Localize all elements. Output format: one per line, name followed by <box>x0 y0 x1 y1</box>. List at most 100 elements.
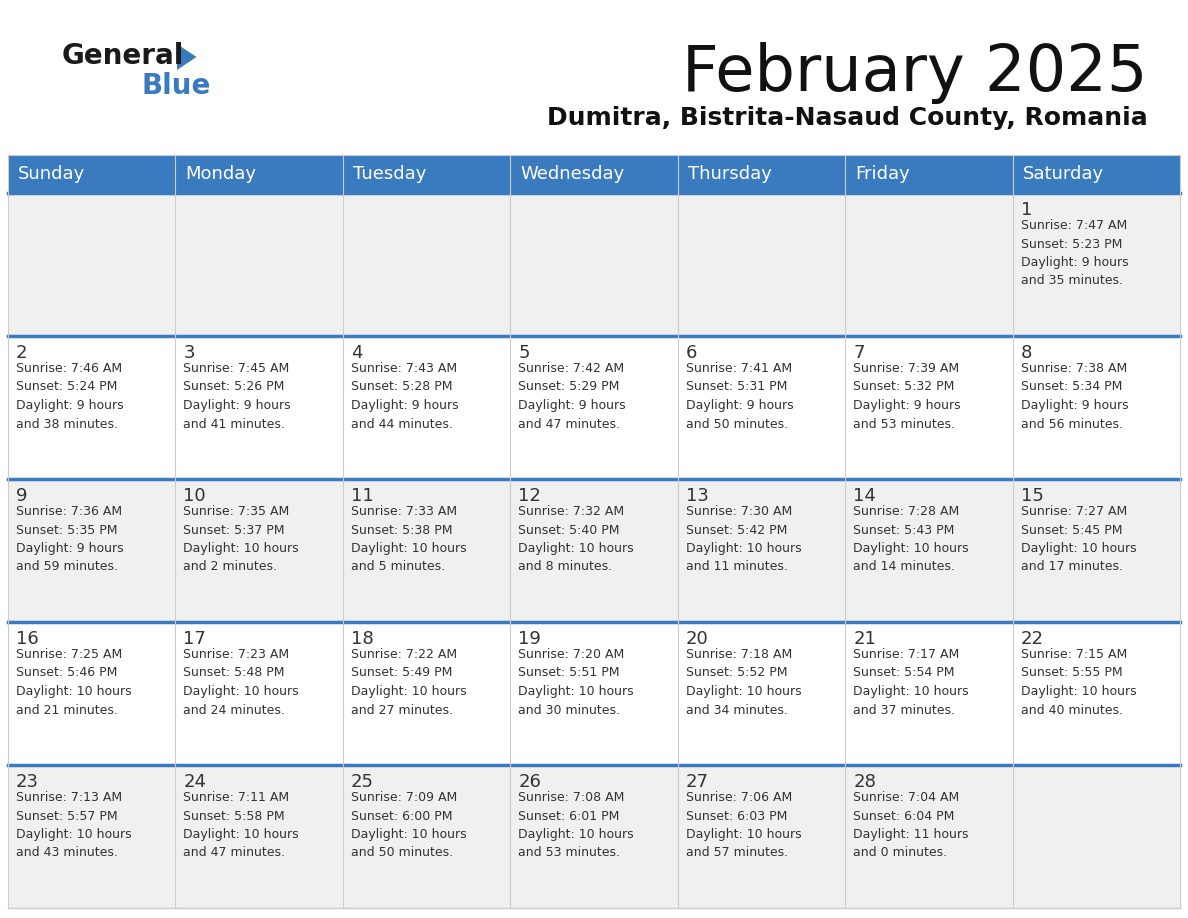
Text: February 2025: February 2025 <box>682 42 1148 104</box>
Text: Tuesday: Tuesday <box>353 165 426 183</box>
Polygon shape <box>177 44 196 70</box>
Bar <box>677 155 845 193</box>
Text: 21: 21 <box>853 630 876 648</box>
Text: Sunrise: 7:17 AM
Sunset: 5:54 PM
Daylight: 10 hours
and 37 minutes.: Sunrise: 7:17 AM Sunset: 5:54 PM Dayligh… <box>853 648 968 717</box>
Text: Sunrise: 7:42 AM
Sunset: 5:29 PM
Daylight: 9 hours
and 47 minutes.: Sunrise: 7:42 AM Sunset: 5:29 PM Dayligh… <box>518 362 626 431</box>
Text: Blue: Blue <box>143 72 211 100</box>
Text: 5: 5 <box>518 344 530 362</box>
Text: Sunrise: 7:08 AM
Sunset: 6:01 PM
Daylight: 10 hours
and 53 minutes.: Sunrise: 7:08 AM Sunset: 6:01 PM Dayligh… <box>518 791 634 859</box>
Text: Sunrise: 7:39 AM
Sunset: 5:32 PM
Daylight: 9 hours
and 53 minutes.: Sunrise: 7:39 AM Sunset: 5:32 PM Dayligh… <box>853 362 961 431</box>
Bar <box>1012 765 1180 908</box>
Bar <box>677 479 845 622</box>
Text: Thursday: Thursday <box>688 165 771 183</box>
Text: Sunrise: 7:27 AM
Sunset: 5:45 PM
Daylight: 10 hours
and 17 minutes.: Sunrise: 7:27 AM Sunset: 5:45 PM Dayligh… <box>1020 505 1136 574</box>
Text: Sunrise: 7:20 AM
Sunset: 5:51 PM
Daylight: 10 hours
and 30 minutes.: Sunrise: 7:20 AM Sunset: 5:51 PM Dayligh… <box>518 648 634 717</box>
Bar <box>511 155 677 193</box>
Text: Sunrise: 7:06 AM
Sunset: 6:03 PM
Daylight: 10 hours
and 57 minutes.: Sunrise: 7:06 AM Sunset: 6:03 PM Dayligh… <box>685 791 802 859</box>
Text: Sunrise: 7:35 AM
Sunset: 5:37 PM
Daylight: 10 hours
and 2 minutes.: Sunrise: 7:35 AM Sunset: 5:37 PM Dayligh… <box>183 505 299 574</box>
Bar <box>1012 336 1180 479</box>
Text: 1: 1 <box>1020 201 1032 219</box>
Text: Monday: Monday <box>185 165 257 183</box>
Text: General: General <box>62 42 184 70</box>
Text: Sunrise: 7:04 AM
Sunset: 6:04 PM
Daylight: 11 hours
and 0 minutes.: Sunrise: 7:04 AM Sunset: 6:04 PM Dayligh… <box>853 791 968 859</box>
Text: Sunrise: 7:22 AM
Sunset: 5:49 PM
Daylight: 10 hours
and 27 minutes.: Sunrise: 7:22 AM Sunset: 5:49 PM Dayligh… <box>350 648 467 717</box>
Text: Saturday: Saturday <box>1023 165 1104 183</box>
Text: 8: 8 <box>1020 344 1032 362</box>
Bar <box>176 765 343 908</box>
Bar <box>845 193 1012 336</box>
Bar <box>343 336 511 479</box>
Text: 15: 15 <box>1020 487 1043 505</box>
Text: 25: 25 <box>350 773 374 791</box>
Text: 17: 17 <box>183 630 207 648</box>
Bar <box>677 765 845 908</box>
Text: Sunrise: 7:13 AM
Sunset: 5:57 PM
Daylight: 10 hours
and 43 minutes.: Sunrise: 7:13 AM Sunset: 5:57 PM Dayligh… <box>15 791 132 859</box>
Bar <box>176 336 343 479</box>
Bar <box>176 155 343 193</box>
Text: 11: 11 <box>350 487 373 505</box>
Text: 4: 4 <box>350 344 362 362</box>
Bar <box>511 336 677 479</box>
Bar <box>1012 193 1180 336</box>
Bar <box>343 765 511 908</box>
Bar <box>511 622 677 765</box>
Text: Friday: Friday <box>855 165 910 183</box>
Text: Sunrise: 7:28 AM
Sunset: 5:43 PM
Daylight: 10 hours
and 14 minutes.: Sunrise: 7:28 AM Sunset: 5:43 PM Dayligh… <box>853 505 968 574</box>
Bar <box>677 193 845 336</box>
Bar <box>8 155 176 193</box>
Bar <box>1012 622 1180 765</box>
Text: Sunday: Sunday <box>18 165 86 183</box>
Bar <box>845 155 1012 193</box>
Text: Sunrise: 7:15 AM
Sunset: 5:55 PM
Daylight: 10 hours
and 40 minutes.: Sunrise: 7:15 AM Sunset: 5:55 PM Dayligh… <box>1020 648 1136 717</box>
Text: 7: 7 <box>853 344 865 362</box>
Text: Sunrise: 7:25 AM
Sunset: 5:46 PM
Daylight: 10 hours
and 21 minutes.: Sunrise: 7:25 AM Sunset: 5:46 PM Dayligh… <box>15 648 132 717</box>
Bar <box>343 155 511 193</box>
Text: 20: 20 <box>685 630 708 648</box>
Bar <box>343 622 511 765</box>
Text: Sunrise: 7:43 AM
Sunset: 5:28 PM
Daylight: 9 hours
and 44 minutes.: Sunrise: 7:43 AM Sunset: 5:28 PM Dayligh… <box>350 362 459 431</box>
Text: 27: 27 <box>685 773 709 791</box>
Text: 12: 12 <box>518 487 542 505</box>
Bar <box>677 336 845 479</box>
Text: 16: 16 <box>15 630 39 648</box>
Bar <box>511 193 677 336</box>
Text: 23: 23 <box>15 773 39 791</box>
Text: 26: 26 <box>518 773 542 791</box>
Text: 3: 3 <box>183 344 195 362</box>
Text: 10: 10 <box>183 487 206 505</box>
Bar <box>845 336 1012 479</box>
Text: Sunrise: 7:36 AM
Sunset: 5:35 PM
Daylight: 9 hours
and 59 minutes.: Sunrise: 7:36 AM Sunset: 5:35 PM Dayligh… <box>15 505 124 574</box>
Text: Sunrise: 7:09 AM
Sunset: 6:00 PM
Daylight: 10 hours
and 50 minutes.: Sunrise: 7:09 AM Sunset: 6:00 PM Dayligh… <box>350 791 467 859</box>
Text: 18: 18 <box>350 630 373 648</box>
Text: Sunrise: 7:41 AM
Sunset: 5:31 PM
Daylight: 9 hours
and 50 minutes.: Sunrise: 7:41 AM Sunset: 5:31 PM Dayligh… <box>685 362 794 431</box>
Bar <box>511 479 677 622</box>
Text: 14: 14 <box>853 487 876 505</box>
Text: Dumitra, Bistrita-Nasaud County, Romania: Dumitra, Bistrita-Nasaud County, Romania <box>548 106 1148 130</box>
Bar <box>8 765 176 908</box>
Bar <box>1012 479 1180 622</box>
Bar <box>343 193 511 336</box>
Bar <box>511 765 677 908</box>
Bar <box>845 622 1012 765</box>
Bar <box>8 479 176 622</box>
Text: 6: 6 <box>685 344 697 362</box>
Text: 13: 13 <box>685 487 708 505</box>
Bar <box>677 622 845 765</box>
Bar <box>176 622 343 765</box>
Text: Sunrise: 7:38 AM
Sunset: 5:34 PM
Daylight: 9 hours
and 56 minutes.: Sunrise: 7:38 AM Sunset: 5:34 PM Dayligh… <box>1020 362 1129 431</box>
Bar <box>343 479 511 622</box>
Text: Sunrise: 7:18 AM
Sunset: 5:52 PM
Daylight: 10 hours
and 34 minutes.: Sunrise: 7:18 AM Sunset: 5:52 PM Dayligh… <box>685 648 802 717</box>
Text: Sunrise: 7:47 AM
Sunset: 5:23 PM
Daylight: 9 hours
and 35 minutes.: Sunrise: 7:47 AM Sunset: 5:23 PM Dayligh… <box>1020 219 1129 287</box>
Bar <box>845 765 1012 908</box>
Text: Sunrise: 7:30 AM
Sunset: 5:42 PM
Daylight: 10 hours
and 11 minutes.: Sunrise: 7:30 AM Sunset: 5:42 PM Dayligh… <box>685 505 802 574</box>
Text: 9: 9 <box>15 487 27 505</box>
Text: Sunrise: 7:11 AM
Sunset: 5:58 PM
Daylight: 10 hours
and 47 minutes.: Sunrise: 7:11 AM Sunset: 5:58 PM Dayligh… <box>183 791 299 859</box>
Bar <box>176 193 343 336</box>
Bar <box>8 336 176 479</box>
Text: 24: 24 <box>183 773 207 791</box>
Bar <box>8 622 176 765</box>
Bar <box>8 193 176 336</box>
Text: 22: 22 <box>1020 630 1043 648</box>
Text: 28: 28 <box>853 773 876 791</box>
Text: Sunrise: 7:33 AM
Sunset: 5:38 PM
Daylight: 10 hours
and 5 minutes.: Sunrise: 7:33 AM Sunset: 5:38 PM Dayligh… <box>350 505 467 574</box>
